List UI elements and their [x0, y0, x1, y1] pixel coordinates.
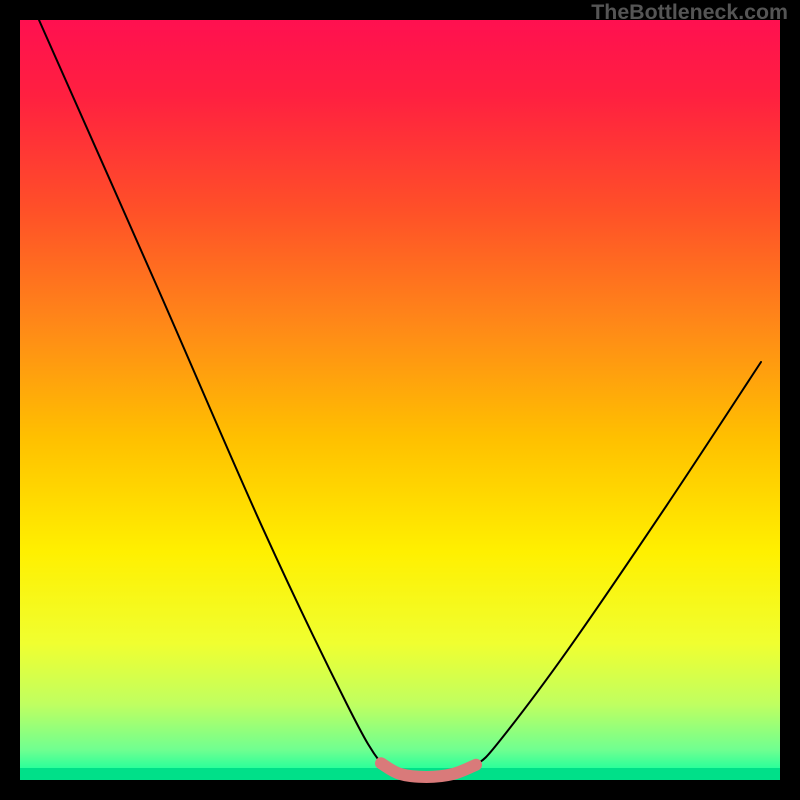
chart-container: TheBottleneck.com — [0, 0, 800, 800]
bottleneck-chart — [0, 0, 800, 800]
watermark-text: TheBottleneck.com — [591, 0, 788, 25]
plot-background — [20, 20, 780, 780]
